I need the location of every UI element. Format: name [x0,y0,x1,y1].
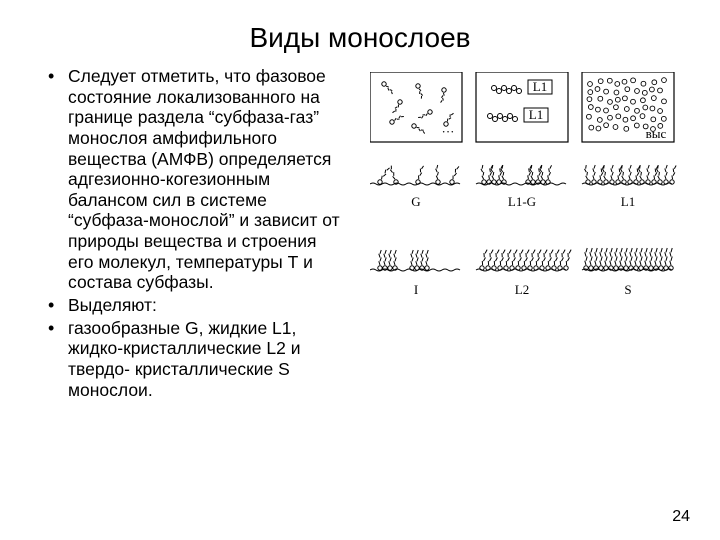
svg-text:L1: L1 [621,194,635,209]
content-area: Следует отметить, что фазовое состояние … [0,66,720,402]
bullet-list: Следует отметить, что фазовое состояние … [48,66,340,400]
svg-text:L1: L1 [533,79,547,94]
svg-text:G: G [411,194,420,209]
page-number: 24 [672,508,690,526]
monolayer-diagram: ··· L1 L1 выс G L1-G L1 I L2 S [370,72,680,332]
bullet-item: газообразные G, жидкие L1, жидко-кристал… [48,318,340,401]
svg-text:L1: L1 [529,107,543,122]
svg-text:выс: выс [646,126,667,141]
svg-text:S: S [624,282,631,297]
svg-text:L1-G: L1-G [508,194,536,209]
text-column: Следует отметить, что фазовое состояние … [48,66,340,402]
svg-text:I: I [414,282,418,297]
bullet-item: Следует отметить, что фазовое состояние … [48,66,340,293]
page-title: Виды монослоев [0,0,720,66]
svg-text:···: ··· [442,124,455,139]
diagram-column: ··· L1 L1 выс G L1-G L1 I L2 S [340,66,680,402]
svg-text:L2: L2 [515,282,529,297]
bullet-item: Выделяют: [48,295,340,316]
